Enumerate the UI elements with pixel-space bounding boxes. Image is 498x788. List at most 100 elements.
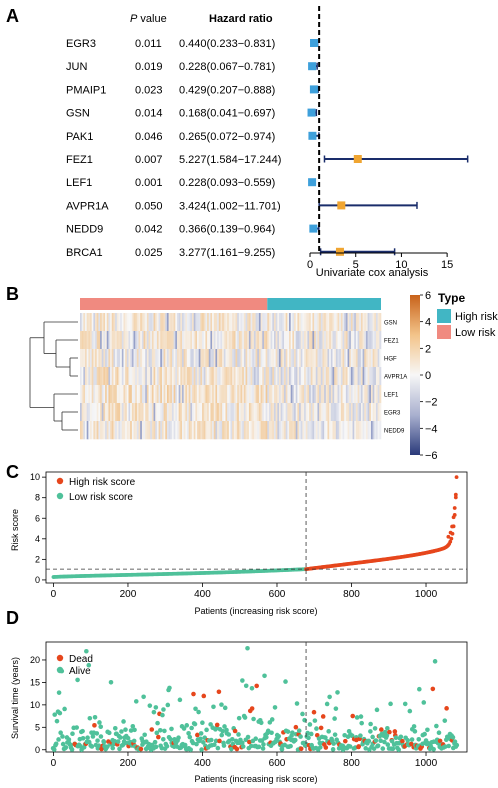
heat-cell [195,313,198,332]
heat-cell [217,349,220,368]
heat-cell [202,349,205,368]
heat-cell [325,367,328,386]
heat-cell [344,421,347,440]
heat-cell [335,403,338,422]
hazard-ratio-box [307,108,316,117]
heat-cell [218,331,221,350]
heat-cell [165,349,168,368]
heat-cell [228,367,231,386]
heat-cell [317,367,320,386]
heat-cell [320,331,323,350]
heat-cell [130,313,133,332]
heat-cell [135,331,138,350]
heat-cell [185,403,188,422]
heat-cell [163,421,166,440]
heat-cell [192,331,195,350]
heat-cell [268,367,271,386]
hazard-ratio-text: 0.265(0.072−0.974) [179,131,275,143]
forest-tick-label: 15 [441,259,453,271]
heat-cell [248,421,251,440]
heat-cell [315,349,318,368]
heat-cell [305,367,308,386]
heat-cell [198,403,201,422]
heat-cell [329,403,332,422]
alive-point [314,726,319,731]
heat-cell [294,385,297,404]
survival-y-tick-label: 20 [30,655,40,665]
alive-point [56,690,62,695]
heat-cell [180,421,183,440]
heat-cell [285,403,288,422]
alive-point [153,705,159,710]
heat-cell [190,421,193,440]
heat-cell [150,421,153,440]
heat-cell [349,313,352,332]
heat-cell [222,385,225,404]
alive-point [53,741,59,747]
heat-cell [362,349,365,368]
alive-point [368,729,373,734]
heat-cell [121,421,124,440]
heat-cell [275,385,278,404]
alive-point [434,723,439,729]
heat-cell [141,349,144,368]
heat-cell [223,367,226,386]
scale-tick-label: −4 [425,423,438,435]
alive-point [292,737,298,743]
heat-cell [285,367,288,386]
heat-cell [355,331,358,350]
alive-point [300,711,305,717]
heat-cell [80,367,82,386]
risk-x-tick-label: 800 [343,589,360,600]
alive-point [249,685,255,691]
heat-cell [322,421,325,440]
heat-cell [175,403,178,422]
heat-cell [153,421,156,440]
forest-tick-label: 5 [353,259,359,271]
heat-cell [300,385,303,404]
heat-cell [354,313,357,332]
heat-cell [257,313,260,332]
heat-cell [130,421,133,440]
heat-cell [136,313,139,332]
heat-cell [190,403,193,422]
forest-row-lef1: LEF1 0.001 0.228(0.093−0.559) [66,177,317,189]
heat-cell [263,331,266,350]
heat-cell [81,331,84,350]
heat-cell [126,385,129,404]
heat-cell [143,385,146,404]
heat-cell [197,367,200,386]
heat-cell [93,331,96,350]
type-legend-low-swatch [437,325,451,339]
heat-cell [304,403,307,422]
heat-cell [183,331,186,350]
heat-cell [126,367,129,386]
heat-cell [108,403,111,422]
heat-cell [273,331,276,350]
risk-y-label: Risk score [10,509,20,551]
heat-cell [208,331,211,350]
heat-cell [222,367,225,386]
heat-cell [210,313,213,332]
alive-point [296,728,302,734]
heat-cell [151,349,154,368]
heat-cell [270,385,273,404]
heat-cell [125,421,128,440]
heat-cell [225,313,228,332]
heat-cell [235,421,238,440]
heat-cell [312,421,315,440]
heat-cell [155,421,158,440]
heat-cell [334,421,337,440]
heat-cell [228,421,231,440]
heat-cell [96,385,99,404]
heat-cell [253,313,256,332]
heat-cell [111,331,114,350]
heat-cell [185,421,188,440]
heat-cell [327,331,330,350]
heat-cell [118,421,121,440]
heat-cell [192,421,195,440]
heat-cell [243,349,246,368]
heat-cell [233,421,236,440]
color-scale-bar [410,295,420,455]
